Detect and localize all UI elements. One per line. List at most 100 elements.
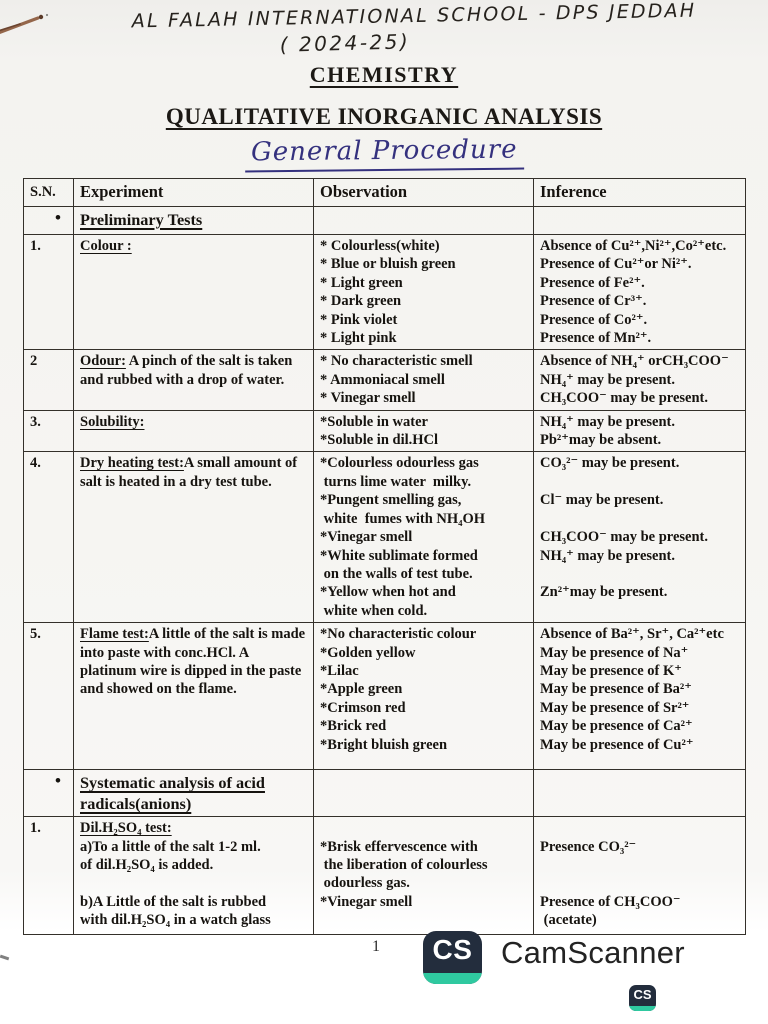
inference-cell: NH₄⁺ may be present. Pb²⁺may be absent.	[533, 409, 746, 453]
table-row: 5. Flame test:A little of the salt is mad…	[23, 622, 746, 771]
observation-line: *Vinegar smell	[320, 529, 413, 546]
inference-cell	[533, 769, 746, 818]
experiment-title-text: Colour :	[80, 238, 132, 254]
sn-cell: •	[23, 206, 74, 235]
observation-line: * Ammoniacal smell	[320, 371, 445, 388]
observation-line: *Golden yellow	[320, 644, 416, 661]
camscanner-logo-icon: CS	[423, 931, 482, 984]
experiment-title-text: Dil.H₂SO₄ test:	[80, 820, 172, 837]
school-year-handwritten: ( 2024-25)	[279, 29, 411, 57]
observation-line: white fumes with NH₄OH	[320, 510, 486, 527]
inference-line: CH₃COO⁻ may be present.	[540, 529, 709, 546]
inference-line: Pb²⁺may be absent.	[540, 432, 662, 449]
inference-line: Presence of CH₃COO⁻	[540, 893, 681, 910]
observation-line: * Pink violet	[320, 311, 398, 328]
camscanner-small-icon: CS	[629, 985, 656, 1011]
inference-line: Presence of Fe²⁺.	[540, 274, 645, 291]
observation-cell: *No characteristic colour *Golden yellow *…	[313, 622, 534, 771]
observation-line: white when cold.	[320, 602, 428, 619]
inference-line: Presence of Mn²⁺.	[540, 330, 652, 347]
observation-line: odourless gas.	[320, 875, 410, 892]
experiment-title-text: Dry heating test:	[80, 455, 184, 472]
table-row: 4. Dry heating test:A small amount of sal…	[23, 451, 746, 624]
analysis-table-body: • Preliminary Tests 1. Colour : * Colourless…	[23, 206, 746, 936]
table-header-row: S.N. Experiment Observation Inference	[23, 178, 746, 207]
section-row: • Preliminary Tests	[23, 206, 746, 235]
experiment-cell: Dry heating test:A small amount of salt …	[73, 451, 314, 624]
experiment-title-text: Odour:	[80, 353, 126, 370]
experiment-cell: Colour :	[73, 233, 314, 351]
experiment-line: of dil.H₂SO₄ is added.	[80, 856, 214, 873]
observation-cell	[313, 206, 534, 235]
camscanner-logo-band	[423, 973, 482, 984]
experiment-title-text: Solubility:	[80, 413, 145, 430]
column-header-sn: S.N.	[23, 178, 74, 207]
observation-line: on the walls of test tube.	[320, 565, 473, 582]
staple-mark-icon	[0, 13, 49, 34]
column-header-experiment: Experiment	[73, 178, 314, 207]
sn-cell: 4.	[23, 451, 74, 624]
observation-line	[320, 819, 527, 837]
subject-heading: CHEMISTRY	[0, 62, 768, 88]
table-row: 3. Solubility: *Soluble in water *Soluble i…	[23, 409, 746, 453]
school-name-handwritten: AL FALAH INTERNATIONAL SCHOOL - DPS JEDD…	[131, 0, 697, 33]
observation-line: * Light green	[320, 274, 403, 291]
observation-cell: *Colourless odourless gas turns lime wat…	[313, 451, 534, 624]
column-header-inference: Inference	[533, 178, 746, 207]
experiment-cell: Preliminary Tests	[73, 206, 314, 235]
observation-line: *Soluble in dil.HCl	[320, 432, 439, 449]
table-row: 1. Dil.H₂SO₄ test: a)To a little of the sa…	[23, 816, 746, 936]
inference-line: May be presence of Sr²⁺	[540, 699, 690, 716]
observation-line: *Soluble in water	[320, 413, 428, 430]
subtitle-handwritten: General Procedure	[0, 134, 768, 173]
inference-line	[540, 510, 739, 528]
inference-line: Presence of Cr³⁺.	[540, 293, 647, 310]
observation-line: *Brisk effervescence with	[320, 838, 478, 855]
analysis-table: S.N. Experiment Observation Inference • P…	[23, 178, 746, 936]
inference-line: CO₃²⁻ may be present.	[540, 455, 680, 472]
observation-line: *Apple green	[320, 681, 403, 698]
inference-line	[540, 473, 739, 491]
inference-line: Absence of Ba²⁺, Sr⁺, Ca²⁺etc	[540, 626, 724, 643]
inference-line	[540, 565, 739, 583]
observation-line: *Crimson red	[320, 699, 406, 716]
experiment-cell: Dil.H₂SO₄ test: a)To a little of the salt…	[73, 816, 314, 936]
inference-line: (acetate)	[540, 912, 597, 929]
inference-line: May be presence of Ca²⁺	[540, 718, 693, 735]
inference-cell: Absence of Ba²⁺, Sr⁺, Ca²⁺etc May be pres…	[533, 622, 746, 771]
inference-line: May be presence of Na⁺	[540, 644, 689, 661]
camscanner-small-band	[629, 1006, 656, 1011]
section-title: Preliminary Tests	[80, 210, 203, 229]
inference-line: Presence CO₃²⁻	[540, 838, 637, 855]
experiment-cell: Flame test:A little of the salt is made …	[73, 622, 314, 771]
sn-cell: •	[23, 769, 74, 818]
inference-line: Absence of Cu²⁺,Ni²⁺,Co²⁺etc.	[540, 238, 727, 254]
sn-cell: 5.	[23, 622, 74, 771]
experiment-line	[80, 874, 307, 892]
observation-cell: *Soluble in water *Soluble in dil.HCl	[313, 409, 534, 453]
inference-line: NH₄⁺ may be present.	[540, 371, 675, 388]
observation-line: *Vinegar smell	[320, 893, 413, 910]
inference-line	[540, 874, 739, 892]
observation-line: *Bright bluish green	[320, 736, 448, 753]
inference-line: Absence of NH₄⁺ orCH₃COO⁻	[540, 353, 729, 370]
observation-cell: * No characteristic smell * Ammoniacal sm…	[313, 349, 534, 411]
experiment-cell: Systematic analysis of acid radicals(ani…	[73, 769, 314, 818]
inference-line	[540, 856, 739, 874]
experiment-title-text: Flame test:	[80, 626, 149, 643]
inference-line: Presence of Cu²⁺or Ni²⁺.	[540, 256, 692, 273]
document-title-text: QUALITATIVE INORGANIC ANALYSIS	[165, 104, 603, 129]
inference-line: May be presence of Cu²⁺	[540, 736, 694, 753]
section-title: Systematic analysis of acid radicals(ani…	[80, 773, 265, 814]
camscanner-small-letters: CS	[633, 987, 652, 1002]
observation-line: *Yellow when hot and	[320, 584, 456, 601]
inference-line	[540, 819, 739, 837]
inference-line: Cl⁻ may be present.	[540, 492, 664, 509]
observation-line: * Blue or bluish green	[320, 256, 456, 273]
observation-line: * Light pink	[320, 330, 397, 347]
camscanner-logo-letters: CS	[432, 934, 473, 965]
observation-line: *No characteristic colour	[320, 626, 477, 643]
ink-smudge	[0, 954, 10, 961]
sn-cell: 2	[23, 349, 74, 411]
observation-line: * Vinegar smell	[320, 390, 416, 407]
